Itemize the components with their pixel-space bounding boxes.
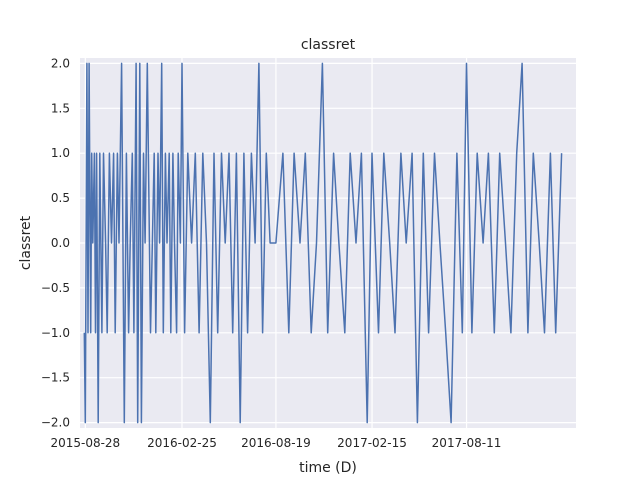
y-tick-label: −1.0 xyxy=(41,326,70,340)
x-axis-label: time (D) xyxy=(299,460,357,476)
chart-title: classret xyxy=(301,37,356,53)
y-tick-labels: 2.0 1.5 1.0 0.5 0.0 −0.5 −1.0 −1.5 −2.0 xyxy=(41,56,70,429)
y-tick-label: 2.0 xyxy=(51,56,70,70)
y-axis-label: classret xyxy=(18,215,34,270)
x-tick-labels: 2015-08-28 2016-02-25 2016-08-19 2017-02-15… xyxy=(50,436,501,450)
y-tick-label: 0.5 xyxy=(51,191,70,205)
x-tick-label: 2016-08-19 xyxy=(241,436,311,450)
y-tick-label: 0.0 xyxy=(51,236,70,250)
y-tick-label: 1.5 xyxy=(51,101,70,115)
series-line-classret xyxy=(83,62,563,424)
y-tick-label: −2.0 xyxy=(41,416,70,430)
y-tick-label: 1.0 xyxy=(51,146,70,160)
x-tick-label: 2015-08-28 xyxy=(50,436,120,450)
x-tick-label: 2016-02-25 xyxy=(147,436,217,450)
x-tick-label: 2017-08-11 xyxy=(432,436,502,450)
y-tick-label: −0.5 xyxy=(41,281,70,295)
series-layer xyxy=(83,62,563,424)
x-tick-label: 2017-02-15 xyxy=(337,436,407,450)
y-tick-label: −1.5 xyxy=(41,371,70,385)
